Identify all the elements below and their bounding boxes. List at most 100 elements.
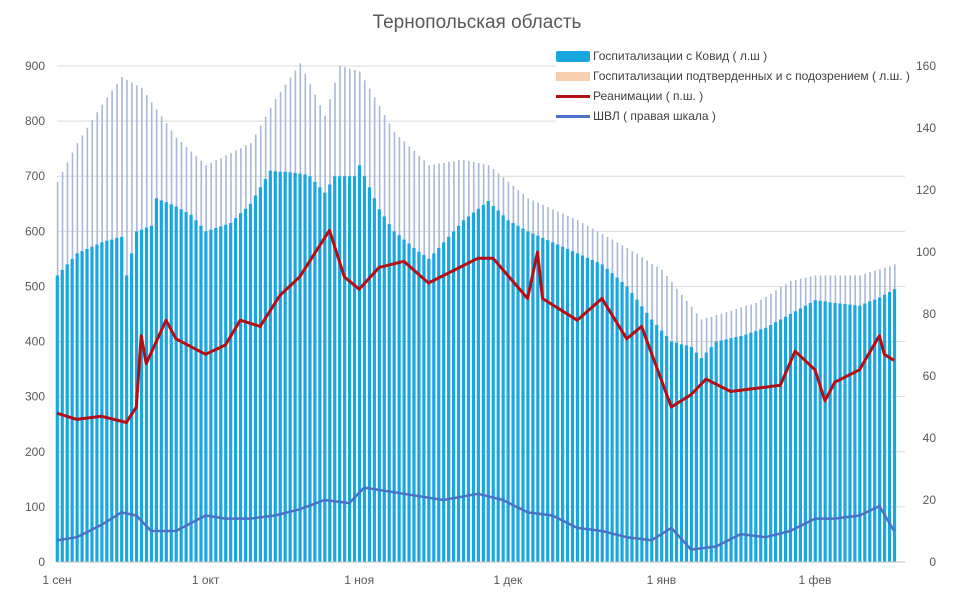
bar-covid: [144, 227, 149, 562]
bar-covid: [803, 305, 807, 562]
bar-covid: [848, 304, 852, 562]
bar-covid: [85, 248, 89, 563]
bar-covid: [367, 187, 372, 562]
bar-covid: [100, 242, 104, 562]
bar-covid: [729, 338, 733, 562]
bar-covid: [189, 214, 193, 563]
bar-covid: [754, 331, 758, 562]
bar-covid: [590, 259, 594, 562]
bar-covid: [184, 212, 188, 563]
bar-covid: [719, 340, 723, 562]
legend-swatch: [556, 114, 590, 118]
bar-covid: [268, 170, 272, 562]
x-tick-label: 1 фев: [798, 573, 831, 587]
bar-covid: [229, 223, 233, 563]
legend-label: Госпитализации подтверденных и с подозре…: [593, 69, 910, 83]
bar-covid: [878, 297, 882, 562]
bar-covid: [437, 247, 441, 562]
bar-covid: [293, 172, 297, 562]
bar-covid: [55, 275, 59, 562]
bar-covid: [471, 212, 476, 562]
bar-covid: [551, 242, 555, 562]
bar-covid: [580, 255, 585, 563]
bar-covid: [595, 262, 599, 562]
bar-covid: [615, 277, 619, 562]
bar-covid: [873, 299, 877, 562]
bar-covid: [387, 224, 391, 562]
bar-covid: [234, 218, 238, 562]
y-left-tick-label: 800: [25, 114, 45, 128]
bar-covid: [496, 210, 500, 562]
legend-swatch: [556, 50, 590, 62]
bar-covid: [139, 229, 144, 562]
bar-covid: [80, 251, 84, 562]
bar-covid: [561, 246, 565, 562]
bar-covid: [243, 208, 248, 562]
bar-covid: [669, 341, 674, 562]
y-left-tick-label: 300: [25, 390, 45, 404]
bar-covid: [338, 176, 342, 562]
bar-covid: [283, 171, 287, 562]
bar-covid: [95, 244, 99, 562]
y-left-tick-label: 500: [25, 279, 45, 293]
bar-covid: [744, 334, 748, 562]
bar-covid: [154, 198, 158, 562]
legend-item-icu: Реанимации ( п.ш. ): [556, 86, 910, 106]
bar-covid: [372, 198, 376, 562]
bar-covid: [759, 329, 763, 562]
bar-covid: [313, 181, 317, 562]
legend-label: Госпитализации с Ковид ( л.ш ): [593, 49, 768, 63]
legend-item-ventilator: ШВЛ ( правая шкала ): [556, 106, 910, 126]
x-tick-label: 1 ноя: [344, 573, 374, 587]
bar-covid: [466, 216, 471, 562]
bar-covid: [65, 264, 69, 562]
bar-covid: [778, 319, 783, 562]
bar-covid: [258, 187, 263, 562]
bar-covid: [125, 275, 129, 562]
bar-covid: [823, 301, 827, 562]
legend-label: Реанимации ( п.ш. ): [593, 89, 704, 103]
bar-covid: [412, 247, 416, 562]
y-left-tick-label: 0: [38, 555, 45, 569]
bar-covid: [684, 345, 689, 562]
y-right-tick-label: 160: [916, 59, 936, 73]
x-tick-label: 1 дек: [493, 573, 523, 587]
bar-covid: [204, 231, 208, 563]
bar-covid: [199, 225, 203, 563]
legend-swatch: [556, 94, 590, 98]
bar-covid: [858, 305, 862, 562]
y-right-tick-label: 140: [916, 121, 936, 135]
bar-covid: [630, 293, 634, 562]
bar-covid: [531, 233, 535, 562]
bar-covid: [456, 225, 461, 563]
bar-covid: [328, 184, 332, 562]
bar-covid: [689, 347, 694, 562]
bar-covid: [333, 176, 337, 562]
bar-covid: [407, 243, 411, 563]
bar-covid: [660, 330, 664, 562]
bar-covid: [278, 171, 282, 562]
bar-covid: [788, 314, 793, 562]
bar-covid: [546, 240, 550, 562]
y-right-tick-label: 40: [923, 431, 937, 445]
legend-item-suspected: Госпитализации подтверденных и с подозре…: [556, 66, 910, 86]
y-left-tick-label: 200: [25, 445, 45, 459]
bar-covid: [491, 205, 495, 562]
bar-covid: [422, 255, 426, 562]
bar-covid: [892, 289, 897, 562]
bar-covid: [709, 347, 713, 562]
bar-covid: [273, 171, 277, 563]
bar-covid: [343, 176, 347, 562]
bar-covid: [645, 312, 649, 562]
bar-covid: [838, 303, 842, 562]
bar-covid: [357, 165, 362, 562]
bar-covid: [714, 341, 718, 562]
bar-covid: [575, 253, 580, 562]
bar-covid: [288, 172, 292, 562]
bar-covid: [526, 231, 530, 563]
bar-covid: [793, 311, 798, 562]
y-right-tick-label: 60: [923, 369, 937, 383]
bar-covid: [214, 228, 218, 562]
y-left-tick-label: 400: [25, 335, 45, 349]
